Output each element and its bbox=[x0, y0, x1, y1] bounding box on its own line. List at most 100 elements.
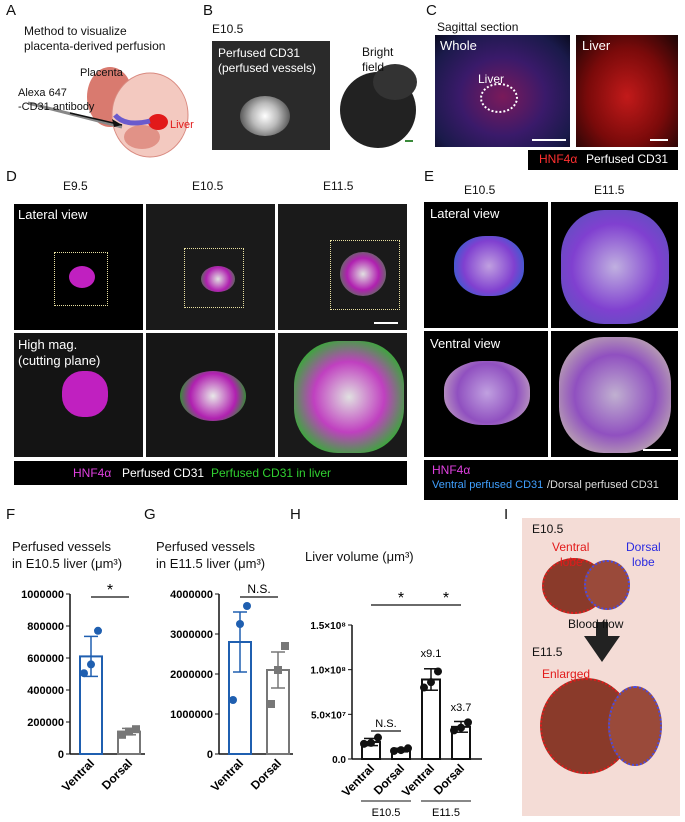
d-highmag-line2: (cutting plane) bbox=[18, 353, 101, 368]
data-point bbox=[450, 726, 458, 735]
y-tick-label: 1.5×10⁸ bbox=[310, 621, 346, 632]
data-point bbox=[374, 733, 382, 742]
data-point bbox=[94, 626, 102, 635]
d-e95-highmag bbox=[14, 333, 143, 457]
data-point bbox=[390, 746, 398, 755]
data-point bbox=[281, 642, 289, 650]
f-title-line2: in E10.5 liver (μm³) bbox=[12, 556, 123, 571]
x-tick-label: Dorsal bbox=[431, 761, 467, 797]
data-point bbox=[243, 602, 251, 610]
h-bar-chart: 0.05.0×10⁷1.0×10⁸1.5×10⁸VentralDorsalVen… bbox=[310, 590, 482, 819]
e-e105-lateral bbox=[424, 202, 548, 328]
c-legend-hnf: HNF4α bbox=[539, 152, 578, 166]
y-tick-label: 3000000 bbox=[170, 629, 213, 641]
e-e115-lateral bbox=[551, 202, 678, 328]
y-tick-label: 1000000 bbox=[21, 589, 64, 601]
i-e115: E11.5 bbox=[532, 645, 563, 659]
data-point bbox=[118, 730, 126, 739]
e-stage-e105: E10.5 bbox=[464, 183, 496, 197]
g-bar-chart: 0 1000000 2000000 3000000 4000000 Ventral Dors… bbox=[170, 582, 293, 790]
sig-ns: N.S. bbox=[375, 718, 396, 730]
fold-change: x9.1 bbox=[421, 648, 442, 660]
panel-label-c: C bbox=[426, 2, 437, 19]
data-point bbox=[125, 727, 133, 736]
d-e105-highmag bbox=[146, 333, 275, 457]
i-ventral-line2: lobe bbox=[560, 555, 583, 569]
d-legend-liver: Perfused CD31 in liver bbox=[211, 466, 332, 480]
sagittal-whole-image bbox=[435, 35, 570, 147]
liver-region-label: Liver bbox=[478, 72, 505, 86]
perfused-cd31-image bbox=[212, 41, 330, 150]
data-point bbox=[274, 666, 282, 674]
d-e115-highmag bbox=[278, 333, 407, 457]
h-title: Liver volume (μm³) bbox=[305, 549, 414, 564]
panel-label-e: E bbox=[424, 168, 435, 185]
data-point bbox=[434, 667, 442, 676]
e-e105-ventral bbox=[424, 331, 548, 457]
e-ventral-label: Ventral view bbox=[430, 336, 501, 351]
i-dorsal-line1: Dorsal bbox=[626, 540, 661, 554]
d-stage-e95: E9.5 bbox=[63, 179, 88, 193]
c-legend bbox=[528, 150, 678, 170]
y-tick-label: 800000 bbox=[27, 621, 64, 633]
group-label: E10.5 bbox=[372, 807, 401, 819]
e-legend bbox=[424, 460, 678, 500]
liver-inset-label: Liver bbox=[582, 38, 611, 53]
e-legend-dorsal: /Dorsal perfused CD31 bbox=[547, 479, 659, 491]
data-point bbox=[360, 739, 368, 748]
method-title-line1: Method to visualize bbox=[24, 24, 127, 38]
y-tick-label: 600000 bbox=[27, 653, 64, 665]
y-tick-label: 0 bbox=[207, 749, 213, 761]
panel-label-b: B bbox=[203, 2, 214, 19]
fold-change: x3.7 bbox=[451, 702, 472, 714]
y-tick-label: 4000000 bbox=[170, 589, 213, 601]
i-e105: E10.5 bbox=[532, 522, 564, 536]
data-point bbox=[404, 744, 412, 753]
data-point bbox=[80, 669, 88, 678]
x-tick-label: Ventral bbox=[339, 761, 377, 799]
panel-label-g: G bbox=[144, 506, 156, 523]
d-e105-lateral bbox=[146, 204, 275, 330]
d-stage-e115: E11.5 bbox=[323, 179, 354, 193]
sig-ns: N.S. bbox=[247, 582, 270, 596]
f-title-line1: Perfused vessels bbox=[12, 539, 111, 554]
antibody-label-line1: Alexa 647 bbox=[18, 87, 67, 99]
data-point bbox=[427, 678, 435, 687]
placenta-label: Placenta bbox=[80, 67, 123, 79]
x-tick-label: Ventral bbox=[399, 761, 437, 799]
bright-field-embryo bbox=[340, 64, 417, 148]
y-tick-label: 400000 bbox=[27, 685, 64, 697]
e-lateral-label: Lateral view bbox=[430, 206, 500, 221]
y-tick-label: 200000 bbox=[27, 717, 64, 729]
e-e115-ventral bbox=[551, 331, 678, 457]
liver-label: Liver bbox=[170, 119, 194, 131]
e-legend-hnf: HNF4α bbox=[432, 463, 471, 477]
d-e115-lateral bbox=[278, 204, 407, 330]
data-point bbox=[132, 725, 140, 734]
method-title-line2: placenta-derived perfusion bbox=[24, 39, 166, 53]
d-legend-hnf: HNF4α bbox=[73, 466, 112, 480]
x-tick-label: Ventral bbox=[59, 756, 97, 790]
b-stage: E10.5 bbox=[212, 22, 244, 36]
perfused-label-line2: (perfused vessels) bbox=[218, 61, 317, 75]
x-tick-label: Ventral bbox=[208, 756, 246, 790]
bright-label-line1: Bright bbox=[362, 45, 394, 59]
sig-star: * bbox=[443, 590, 449, 607]
sig-star: * bbox=[107, 582, 113, 599]
y-tick-label: 2000000 bbox=[170, 669, 213, 681]
d-stage-e105: E10.5 bbox=[192, 179, 224, 193]
x-tick-label: Dorsal bbox=[99, 756, 135, 790]
panel-label-f: F bbox=[6, 506, 16, 523]
panel-label-i: I bbox=[504, 506, 509, 523]
data-point bbox=[464, 718, 472, 727]
sagittal-liver-image bbox=[576, 35, 678, 147]
d-legend bbox=[14, 461, 407, 485]
e-stage-e115: E11.5 bbox=[594, 183, 625, 197]
d-legend-perfused: Perfused CD31 bbox=[122, 466, 205, 480]
data-point bbox=[229, 696, 237, 704]
panel-label-h: H bbox=[290, 506, 301, 523]
g-title-line1: Perfused vessels bbox=[156, 539, 255, 554]
antibody-label-line2: -CD31 antibody bbox=[18, 101, 95, 113]
i-ventral-line1: Ventral bbox=[552, 540, 590, 554]
d-highmag-line1: High mag. bbox=[18, 337, 78, 352]
